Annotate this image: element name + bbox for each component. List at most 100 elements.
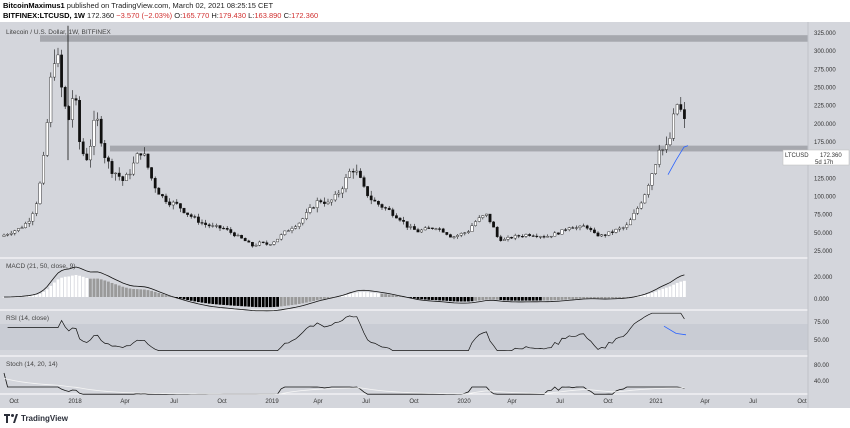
candle-body: [168, 201, 171, 206]
candle-body: [643, 194, 647, 204]
candle-body: [27, 221, 31, 224]
chart-area[interactable]: 325.000 300.000 275.000 250.000 225.000 200.0…: [0, 22, 850, 408]
candle-body: [629, 219, 632, 226]
candle-body: [521, 236, 524, 238]
candle-body: [611, 231, 614, 233]
candle-body: [384, 207, 387, 209]
candle-body: [319, 200, 323, 203]
candle-body: [675, 104, 679, 115]
price-axis-label: 225.000: [814, 104, 836, 110]
macd-bar: [657, 290, 661, 297]
macd-bar: [24, 296, 27, 297]
candle-body: [272, 241, 276, 245]
high-value: 179.430: [218, 11, 246, 20]
candle-body: [467, 231, 470, 233]
candle-body: [373, 199, 377, 202]
candle-body: [639, 202, 643, 209]
macd-bar: [315, 297, 319, 301]
footer: TradingView: [0, 408, 850, 428]
stoch-k-line: [3, 372, 685, 395]
macd-bar: [535, 297, 539, 301]
candle-body: [571, 227, 575, 229]
symbol-label[interactable]: BITFINEX:LTCUSD, 1W: [3, 11, 85, 20]
macd-bar: [369, 292, 373, 297]
candle-body: [204, 222, 207, 225]
macd-bar: [456, 297, 459, 302]
candle-body: [182, 207, 186, 214]
macd-bar: [355, 292, 359, 297]
candle-body: [13, 230, 17, 234]
rsi-axis-75: 75.00: [814, 320, 830, 326]
macd-bar: [150, 290, 153, 297]
macd-bar: [215, 297, 218, 305]
macd-bar: [301, 297, 305, 304]
price-axis-label: 50.000: [814, 231, 833, 237]
macd-bar: [189, 297, 193, 301]
macd-bar: [283, 297, 287, 306]
candle-body: [499, 236, 503, 241]
candle-body: [157, 187, 161, 195]
macd-bar: [92, 278, 96, 297]
candle-body: [333, 194, 337, 201]
candle-body: [323, 201, 326, 204]
main-pane[interactable]: [0, 22, 808, 258]
macd-bar: [683, 280, 686, 297]
candle-body: [359, 170, 362, 178]
macd-bar: [585, 297, 589, 299]
macd-bar: [323, 297, 326, 299]
macd-bar: [675, 282, 679, 297]
macd-pane: [2, 266, 686, 312]
macd-bar: [539, 297, 542, 301]
candle-body: [341, 188, 344, 194]
candle-body: [503, 239, 506, 241]
resistance-zone: [40, 35, 808, 42]
price-axis[interactable]: 325.000 300.000 275.000 250.000 225.000 200.0…: [814, 31, 836, 255]
chart-header: BitcoinMaximus1 published on TradingView…: [0, 0, 850, 22]
macd-bar: [236, 297, 240, 306]
candle-body: [290, 228, 294, 231]
macd-bar: [362, 292, 366, 297]
candle-body: [434, 228, 438, 230]
candle-body: [171, 201, 175, 206]
candle-body: [416, 229, 420, 233]
high-label: H:: [211, 11, 219, 20]
candle-body: [88, 146, 92, 161]
candle-body: [575, 227, 578, 229]
candle-body: [517, 235, 521, 237]
macd-bar: [135, 289, 139, 297]
candle-body: [679, 104, 683, 110]
macd-bar: [549, 297, 553, 301]
macd-bar: [459, 297, 463, 302]
candle-body: [287, 230, 290, 232]
author-name[interactable]: BitcoinMaximus1: [3, 1, 65, 10]
macd-bar: [225, 297, 229, 306]
tradingview-logo[interactable]: TradingView: [4, 414, 68, 423]
rsi-label: RSI (14, close): [6, 315, 49, 322]
candle-body: [42, 155, 46, 184]
macd-bar: [287, 297, 290, 306]
candle-body: [596, 232, 600, 237]
macd-axis-20: 20.000: [814, 275, 833, 281]
candle-body: [312, 207, 315, 209]
macd-bar: [71, 275, 74, 297]
macd-bar: [506, 297, 510, 301]
macd-bar: [668, 286, 672, 297]
candle-body: [431, 227, 434, 229]
macd-bar: [265, 297, 269, 308]
macd-bar: [470, 297, 474, 302]
candle-body: [409, 226, 413, 228]
candle-body: [236, 234, 240, 237]
candle-body: [189, 214, 193, 217]
candle-body: [114, 172, 118, 175]
macd-bar: [290, 297, 294, 306]
stoch-axis-80: 80.00: [814, 363, 830, 369]
candle-body: [636, 208, 640, 214]
macd-bar: [153, 291, 157, 297]
macd-bar: [434, 297, 438, 301]
candle-body: [232, 232, 236, 237]
macd-bar: [420, 297, 423, 300]
time-axis[interactable]: Oct 2018 Apr Jul Oct 2019 Apr Jul Oct 2020 Apr Jul O…: [9, 399, 807, 405]
macd-bar: [351, 293, 355, 297]
macd-bar: [85, 277, 89, 297]
macd-bar: [618, 297, 621, 299]
